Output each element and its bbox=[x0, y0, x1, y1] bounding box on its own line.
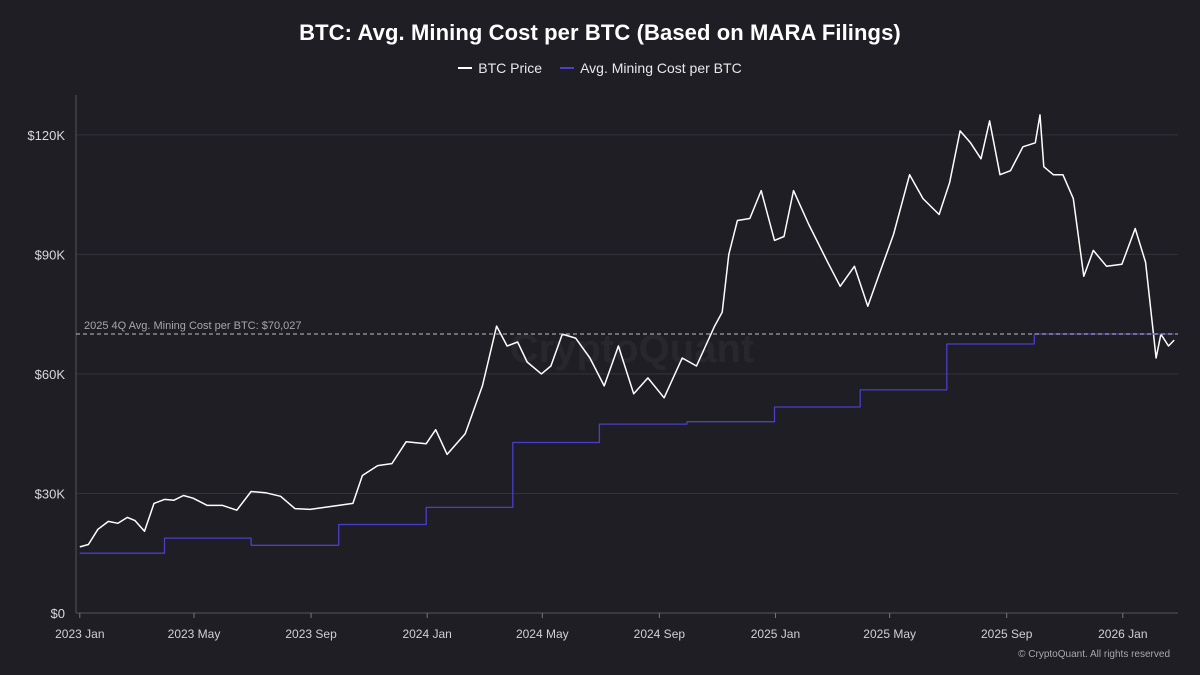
legend-item-mining-cost[interactable]: Avg. Mining Cost per BTC bbox=[560, 60, 742, 76]
y-tick-label: $120K bbox=[27, 128, 65, 143]
y-tick-label: $30K bbox=[35, 486, 66, 501]
x-tick-label: 2026 Jan bbox=[1098, 627, 1147, 641]
legend-label-btc-price: BTC Price bbox=[478, 60, 543, 76]
legend-label-mining-cost: Avg. Mining Cost per BTC bbox=[580, 60, 742, 76]
x-tick-label: 2023 May bbox=[168, 627, 221, 641]
x-tick-label: 2023 Sep bbox=[285, 627, 337, 641]
btc-price-line bbox=[79, 114, 1175, 548]
chart-title: BTC: Avg. Mining Cost per BTC (Based on … bbox=[299, 20, 901, 45]
grid bbox=[76, 134, 1178, 614]
y-tick-label: $60K bbox=[35, 367, 66, 382]
legend-swatch-mining-cost bbox=[560, 67, 575, 69]
y-tick-label: $90K bbox=[35, 247, 66, 262]
copyright: © CryptoQuant. All rights reserved bbox=[1018, 649, 1170, 660]
annotation-layer: 2025 4Q Avg. Mining Cost per BTC: $70,02… bbox=[76, 320, 1178, 335]
x-tick-label: 2025 Jan bbox=[751, 627, 800, 641]
x-tick-label: 2024 May bbox=[516, 627, 569, 641]
x-tick-label: 2024 Jan bbox=[402, 627, 451, 641]
mining-cost-line bbox=[79, 333, 1175, 554]
x-tick-label: 2025 Sep bbox=[981, 627, 1033, 641]
legend-swatch-btc-price bbox=[458, 67, 473, 69]
x-tick-label: 2023 Jan bbox=[55, 627, 104, 641]
legend-item-btc-price[interactable]: BTC Price bbox=[458, 60, 542, 76]
x-tick-label: 2024 Sep bbox=[634, 627, 686, 641]
x-tick-label: 2025 May bbox=[863, 627, 916, 641]
series-layer bbox=[79, 114, 1175, 554]
y-tick-label: $0 bbox=[51, 606, 65, 621]
mining-cost-reference-label: 2025 4Q Avg. Mining Cost per BTC: $70,02… bbox=[84, 320, 301, 332]
legend: BTC Price Avg. Mining Cost per BTC bbox=[0, 60, 1200, 76]
axes: $0 $30K $60K $90K $120K 2023 Jan 2023 May 2023 … bbox=[27, 95, 1178, 641]
